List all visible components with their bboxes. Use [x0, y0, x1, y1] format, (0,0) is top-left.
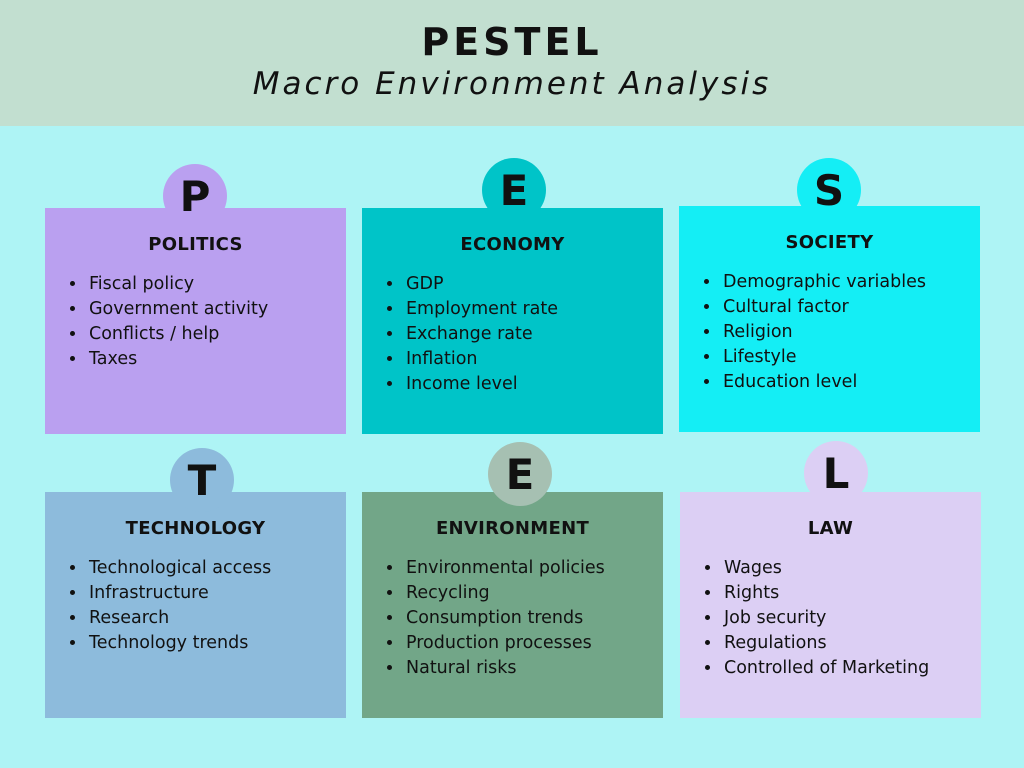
- list-item: Taxes: [87, 347, 268, 372]
- badge-society: S: [797, 158, 861, 222]
- list-item: Demographic variables: [721, 270, 926, 295]
- page-subtitle: Macro Environment Analysis: [252, 66, 772, 102]
- list-item: Environmental policies: [404, 556, 605, 581]
- card-law: LAW WagesRightsJob securityRegulationsCo…: [680, 492, 981, 718]
- list-item: Rights: [722, 581, 929, 606]
- card-title-society: SOCIETY: [785, 232, 874, 253]
- card-list-society: Demographic variablesCultural factorReli…: [703, 270, 926, 395]
- card-title-politics: POLITICS: [148, 234, 243, 255]
- card-politics: POLITICS Fiscal policyGovernment activit…: [45, 208, 346, 434]
- page-title: PESTEL: [421, 20, 603, 64]
- list-item: Natural risks: [404, 656, 605, 681]
- list-item: Technology trends: [87, 631, 271, 656]
- badge-technology: T: [170, 448, 234, 512]
- list-item: Cultural factor: [721, 295, 926, 320]
- card-list-environment: Environmental policiesRecyclingConsumpti…: [386, 556, 605, 681]
- badge-environment: E: [488, 442, 552, 506]
- list-item: Government activity: [87, 297, 268, 322]
- card-society: SOCIETY Demographic variablesCultural fa…: [679, 206, 980, 432]
- list-item: GDP: [404, 272, 558, 297]
- header-banner: PESTEL Macro Environment Analysis: [0, 0, 1024, 126]
- list-item: Recycling: [404, 581, 605, 606]
- card-list-economy: GDPEmployment rateExchange rateInflation…: [386, 272, 558, 397]
- card-title-environment: ENVIRONMENT: [435, 518, 590, 539]
- card-environment: ENVIRONMENT Environmental policiesRecycl…: [362, 492, 663, 718]
- list-item: Research: [87, 606, 271, 631]
- card-technology: TECHNOLOGY Technological accessInfrastru…: [45, 492, 346, 718]
- list-item: Education level: [721, 370, 926, 395]
- card-economy: ECONOMY GDPEmployment rateExchange rateI…: [362, 208, 663, 434]
- list-item: Regulations: [722, 631, 929, 656]
- card-list-technology: Technological accessInfrastructureResear…: [69, 556, 271, 656]
- list-item: Wages: [722, 556, 929, 581]
- list-item: Employment rate: [404, 297, 558, 322]
- badge-economy: E: [482, 158, 546, 222]
- card-list-law: WagesRightsJob securityRegulationsContro…: [704, 556, 929, 681]
- list-item: Fiscal policy: [87, 272, 268, 297]
- list-item: Conflicts / help: [87, 322, 268, 347]
- list-item: Job security: [722, 606, 929, 631]
- list-item: Income level: [404, 372, 558, 397]
- badge-law: L: [804, 441, 868, 505]
- card-title-economy: ECONOMY: [460, 234, 565, 255]
- card-title-technology: TECHNOLOGY: [125, 518, 266, 539]
- list-item: Infrastructure: [87, 581, 271, 606]
- list-item: Technological access: [87, 556, 271, 581]
- list-item: Controlled of Marketing: [722, 656, 929, 681]
- list-item: Inflation: [404, 347, 558, 372]
- card-list-politics: Fiscal policyGovernment activityConflict…: [69, 272, 268, 372]
- list-item: Lifestyle: [721, 345, 926, 370]
- list-item: Exchange rate: [404, 322, 558, 347]
- list-item: Religion: [721, 320, 926, 345]
- badge-politics: P: [163, 164, 227, 228]
- list-item: Consumption trends: [404, 606, 605, 631]
- list-item: Production processes: [404, 631, 605, 656]
- card-title-law: LAW: [807, 518, 854, 539]
